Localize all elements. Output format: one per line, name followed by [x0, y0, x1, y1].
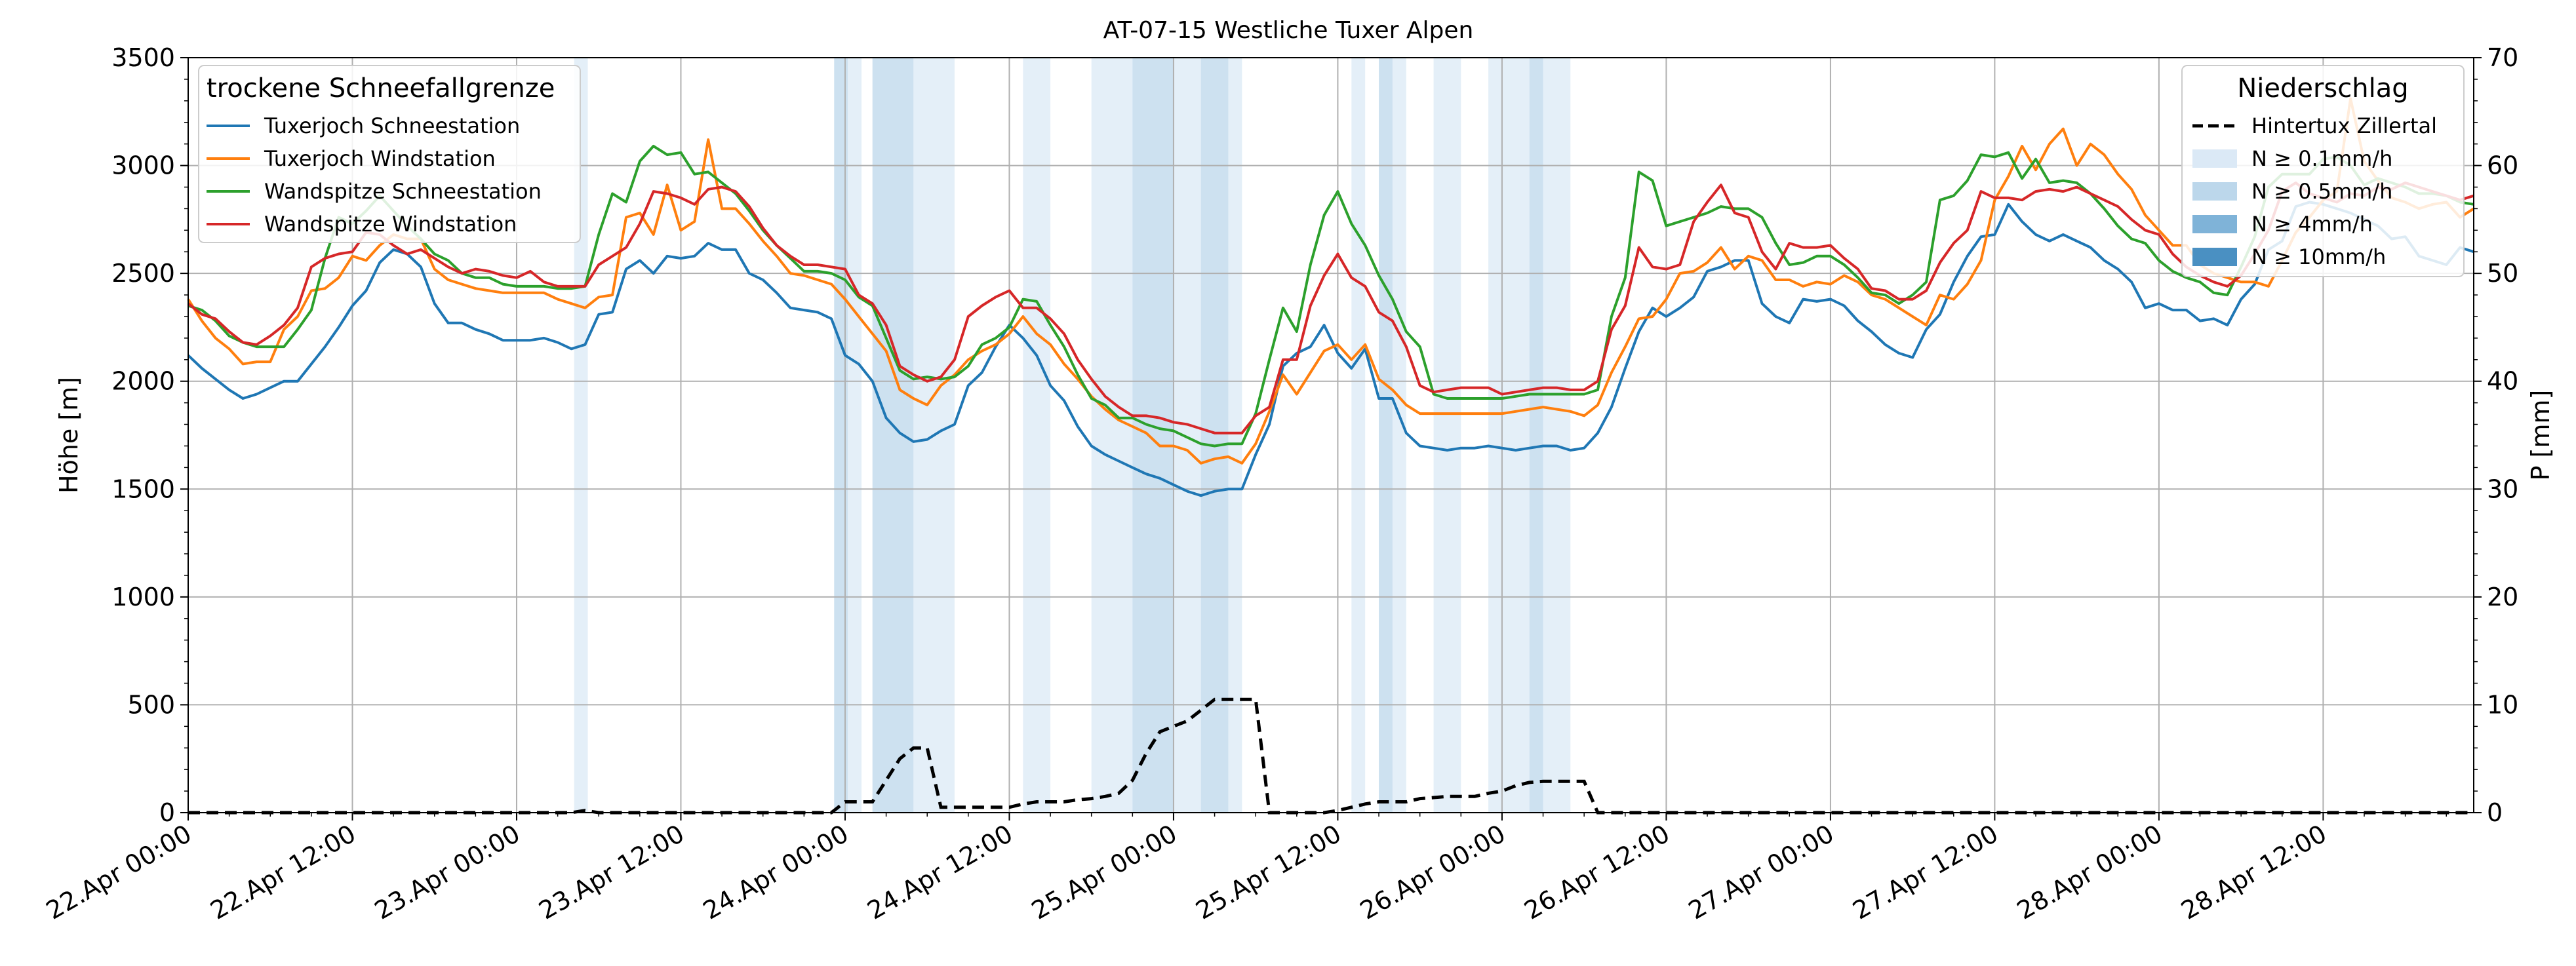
- y2-tick-label: 30: [2487, 474, 2518, 503]
- series-line-1: [187, 201, 2474, 497]
- y-tick-label: 3000: [111, 151, 175, 180]
- y-tick-label: 1000: [111, 583, 175, 611]
- precip-band: [1023, 58, 1051, 813]
- y2-tick-label: 50: [2487, 259, 2518, 288]
- y-tick-label: 2500: [111, 259, 175, 288]
- precip-band: [1529, 58, 1543, 813]
- legend-swatch: [2192, 248, 2237, 266]
- y2-tick-label: 20: [2487, 583, 2518, 611]
- series-lines: [187, 97, 2475, 815]
- legend-box: [2181, 65, 2465, 277]
- y-tick-label: 500: [127, 690, 175, 719]
- precip-band: [1132, 58, 1174, 813]
- precip-band: [1200, 58, 1229, 813]
- legend-swatch: [2192, 149, 2237, 168]
- legend-title: trockene Schneefallgrenze: [207, 73, 555, 104]
- precip-band: [1488, 58, 1530, 813]
- precip-band: [834, 58, 848, 813]
- y-tick-label: 2000: [111, 367, 175, 396]
- y-tick-label: 3500: [111, 43, 175, 72]
- y2-tick-label: 60: [2487, 151, 2518, 180]
- legend-snowline: trockene Schneefallgrenze Tuxerjoch Schne…: [198, 65, 581, 243]
- y2-tick-label: 0: [2487, 798, 2503, 827]
- precip-band: [848, 58, 862, 813]
- legend-entry: Hintertux Zillertal: [2251, 113, 2437, 138]
- precip-band: [1228, 58, 1242, 813]
- legend-swatch: [2192, 182, 2237, 201]
- legend-box: [198, 65, 581, 243]
- precip-band: [574, 58, 588, 813]
- precip-band: [872, 58, 914, 813]
- legend-precipitation: Niederschlag Hintertux Zillertal N ≥ 0.1mm…: [2181, 65, 2465, 277]
- y2-tick-label: 40: [2487, 367, 2518, 396]
- legend-entry: N ≥ 10mm/h: [2251, 244, 2386, 269]
- legend-entry: Wandspitze Windstation: [264, 212, 517, 237]
- y-axis-label: Höhe [m]: [54, 377, 83, 493]
- y-tick-label: 1500: [111, 474, 175, 503]
- precip-band: [1392, 58, 1406, 813]
- precip-band: [1379, 58, 1393, 813]
- legend-swatch: [2192, 215, 2237, 233]
- y2-axis-label: P [mm]: [2526, 390, 2555, 481]
- precip-band: [1351, 58, 1366, 813]
- y2-tick-label: 10: [2487, 690, 2518, 719]
- precip-band: [1433, 58, 1461, 813]
- legend-entry: Wandspitze Schneestation: [264, 179, 542, 204]
- legend-entry: N ≥ 4mm/h: [2251, 212, 2373, 237]
- precip-line: [188, 697, 2474, 815]
- plot-frame: [188, 57, 2474, 813]
- legend-entry: Tuxerjoch Windstation: [264, 146, 496, 171]
- precip-band: [1091, 58, 1133, 813]
- chart-title: AT-07-15 Westliche Tuxer Alpen: [1103, 17, 1474, 44]
- y-tick-label: 0: [159, 798, 175, 827]
- legend-title: Niederschlag: [2237, 73, 2408, 104]
- legend-entry: Tuxerjoch Schneestation: [264, 113, 520, 138]
- precip-band: [1543, 58, 1571, 813]
- legend-entry: N ≥ 0.5mm/h: [2251, 179, 2392, 204]
- precip-band: [1173, 58, 1201, 813]
- series-line-2: [187, 97, 2475, 465]
- legend-entry: N ≥ 0.1mm/h: [2251, 146, 2392, 171]
- y2-tick-label: 70: [2487, 43, 2518, 72]
- series-line-4: [187, 181, 2474, 435]
